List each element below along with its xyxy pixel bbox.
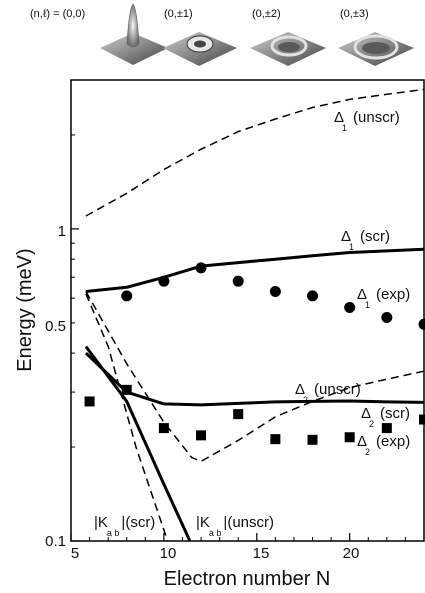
series-1-line bbox=[85, 247, 425, 293]
y-tick-label-0.1: 0.1 bbox=[45, 533, 66, 550]
axis-ticks bbox=[70, 79, 406, 542]
series-5-point bbox=[381, 423, 392, 434]
label-delta1-scr: Δ 1(scr) bbox=[341, 228, 390, 252]
series-2-point bbox=[269, 286, 281, 298]
label-kab-unscr: |Ka b|(unscr) bbox=[196, 514, 274, 538]
x-tick-label-20: 20 bbox=[343, 545, 360, 562]
x-tick-label-5: 5 bbox=[71, 545, 79, 562]
x-axis-title: Electron number N bbox=[164, 568, 331, 590]
series-5-point bbox=[121, 384, 132, 395]
series-2-point bbox=[418, 318, 425, 330]
series-2-point bbox=[232, 275, 244, 287]
label-kab-scr: |Ka b|(scr) bbox=[94, 514, 155, 538]
series-2-point bbox=[381, 312, 393, 324]
panel-label-02: (0,±2) bbox=[252, 8, 281, 20]
series-7-line bbox=[85, 293, 169, 542]
panel-image-00 bbox=[100, 3, 168, 65]
wavefunction-panels: (n,ℓ) = (0,0) (0,±1) (0,±2) (0,±3) bbox=[30, 3, 414, 66]
series-4-line bbox=[84, 352, 425, 407]
series-6-line bbox=[84, 345, 192, 542]
plot-frame bbox=[70, 79, 425, 542]
x-tick-label-15: 15 bbox=[253, 545, 270, 562]
panel-image-01 bbox=[163, 32, 237, 66]
series-0-line bbox=[85, 88, 425, 217]
label-delta1-exp: Δ 1(exp) bbox=[357, 286, 410, 310]
series-2-point bbox=[158, 275, 170, 287]
series-2-point bbox=[307, 290, 319, 302]
data-series bbox=[84, 88, 425, 542]
series-2-point bbox=[344, 301, 356, 313]
panel-label-00: (n,ℓ) = (0,0) bbox=[30, 8, 85, 20]
series-2-point bbox=[195, 262, 207, 274]
label-delta2-scr: Δ 2(scr) bbox=[361, 405, 410, 429]
series-5-point bbox=[196, 430, 207, 441]
label-delta2-exp: Δ 2(exp) bbox=[357, 433, 410, 457]
y-axis-title: Energy (meV) bbox=[14, 248, 36, 371]
series-5-point bbox=[84, 396, 95, 407]
series-5-point bbox=[307, 434, 318, 445]
series-3-line bbox=[85, 291, 425, 463]
panel-label-01: (0,±1) bbox=[164, 8, 193, 20]
series-5-point bbox=[270, 434, 281, 445]
panel-label-03: (0,±3) bbox=[340, 8, 369, 20]
series-5-point bbox=[344, 432, 355, 443]
series-5-point bbox=[233, 409, 244, 420]
series-5-point bbox=[158, 423, 169, 434]
label-delta2-unscr: Δ 2(unscr) bbox=[295, 381, 361, 405]
series-2-point bbox=[121, 290, 133, 302]
x-tick-label-10: 10 bbox=[160, 545, 177, 562]
series-5-point bbox=[419, 414, 425, 425]
y-tick-label-0.5: 0.5 bbox=[45, 318, 66, 335]
label-delta1-unscr: Δ 1(unscr) bbox=[334, 109, 400, 133]
panel-image-02 bbox=[250, 32, 326, 66]
panel-image-03 bbox=[338, 32, 414, 66]
y-tick-label-1: 1 bbox=[58, 223, 66, 240]
